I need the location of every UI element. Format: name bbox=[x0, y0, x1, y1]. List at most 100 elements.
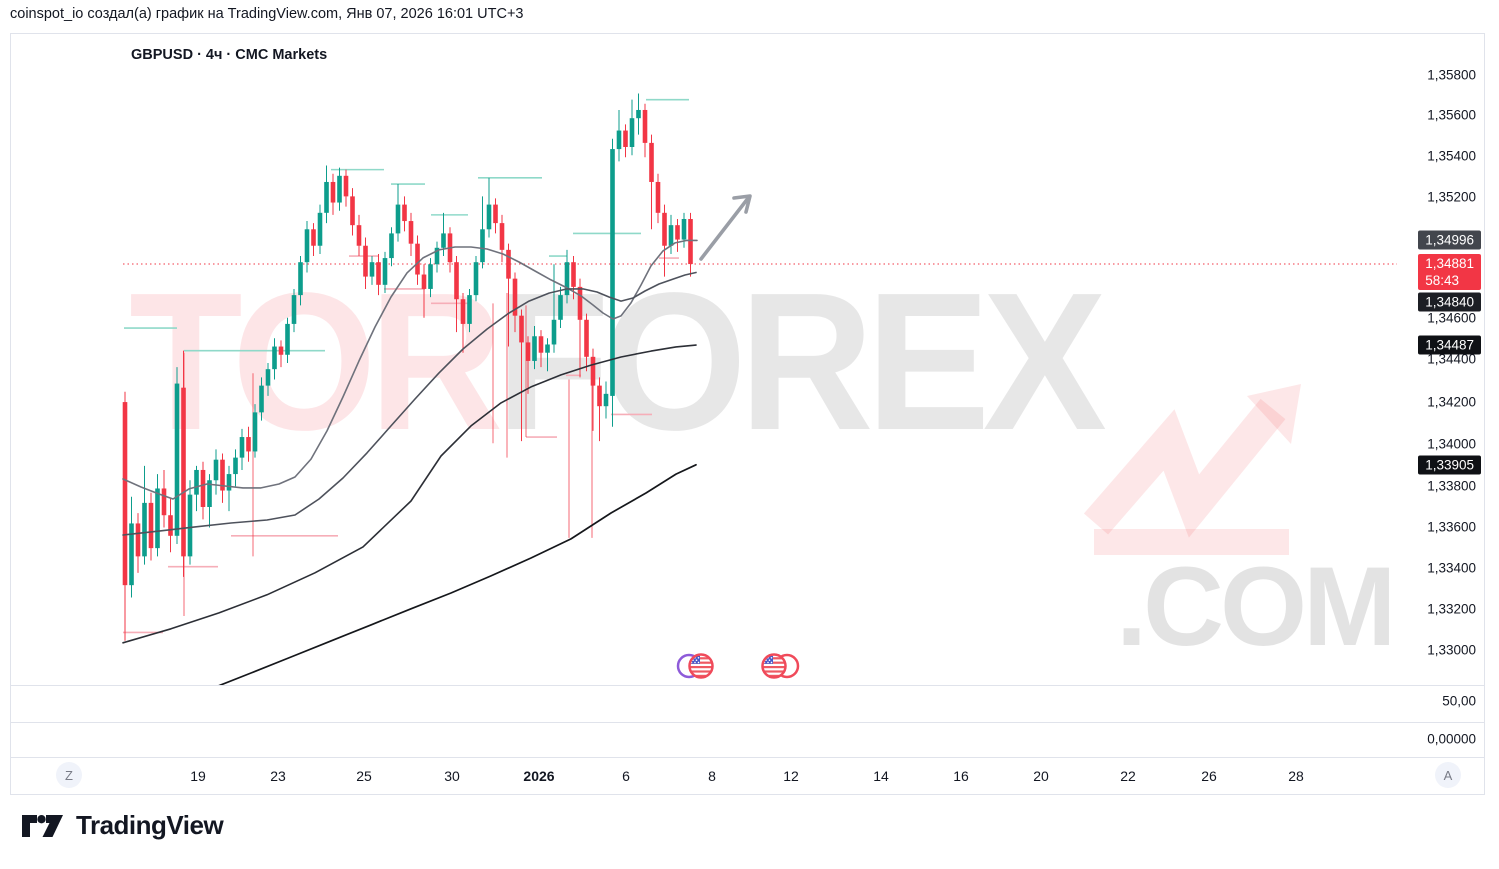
price-tick[interactable]: 1,34000 bbox=[1427, 436, 1476, 452]
candle-body bbox=[187, 494, 193, 557]
ma-100-value-badge[interactable]: 1,34487 bbox=[1418, 335, 1481, 355]
price-tick[interactable]: 1,34600 bbox=[1427, 310, 1476, 326]
candle-body bbox=[480, 229, 485, 263]
candle-body bbox=[460, 299, 466, 324]
candle-body bbox=[174, 383, 180, 536]
candle-body bbox=[259, 385, 264, 413]
candle-body bbox=[590, 356, 596, 386]
candle-body bbox=[363, 245, 368, 277]
price-tick[interactable]: 1,33400 bbox=[1427, 560, 1476, 576]
price-tick[interactable]: 1,34400 bbox=[1427, 351, 1476, 367]
candle-body bbox=[194, 469, 199, 495]
price-tick[interactable]: 1,33200 bbox=[1427, 601, 1476, 617]
pane-separator[interactable] bbox=[11, 722, 1484, 723]
candle-body bbox=[636, 109, 641, 119]
candle-body bbox=[395, 204, 401, 234]
price-axis[interactable]: 1,35800 1,35600 1,35400 1,35200 1,34600 1,344… bbox=[1398, 34, 1484, 758]
candle-body bbox=[376, 262, 381, 285]
candle-body bbox=[382, 258, 388, 285]
candle-body bbox=[454, 262, 459, 300]
time-tick[interactable]: 14 bbox=[873, 768, 889, 784]
ma-100[interactable] bbox=[122, 344, 697, 644]
candle-body bbox=[486, 204, 492, 230]
candle-body bbox=[545, 344, 550, 353]
attribution-header: coinspot_io создал(а) график на TradingV… bbox=[10, 6, 524, 22]
ma-slow-value-badge[interactable]: 1,34840 bbox=[1418, 292, 1481, 312]
price-tick[interactable]: 1,33000 bbox=[1427, 642, 1476, 658]
candle-body bbox=[148, 502, 154, 549]
watermark-suffix: .COM bbox=[1116, 544, 1396, 669]
pane-separator[interactable] bbox=[11, 685, 1484, 686]
watermark-text: TORFOREX bbox=[129, 264, 1107, 460]
time-tick[interactable]: 30 bbox=[444, 768, 460, 784]
candle-body bbox=[597, 385, 602, 407]
candle-body bbox=[558, 295, 563, 320]
candle-body bbox=[402, 204, 407, 222]
price-tick[interactable]: 0,00000 bbox=[1427, 731, 1476, 747]
candle-body bbox=[252, 412, 258, 452]
candle-body bbox=[642, 109, 648, 143]
last-price-badge[interactable]: 1,34881 58:43 bbox=[1418, 254, 1481, 291]
time-tick[interactable]: 19 bbox=[190, 768, 206, 784]
price-tick[interactable]: 1,35800 bbox=[1427, 67, 1476, 83]
price-pane[interactable] bbox=[122, 93, 1397, 701]
candle-body bbox=[155, 488, 160, 549]
candle-body bbox=[317, 212, 323, 246]
price-tick[interactable]: 1,35400 bbox=[1427, 148, 1476, 164]
trend-arrow[interactable] bbox=[699, 194, 752, 261]
time-tick[interactable]: 20 bbox=[1033, 768, 1049, 784]
candle-body bbox=[278, 346, 284, 355]
candle-body bbox=[298, 262, 303, 296]
candle-body bbox=[668, 225, 674, 246]
price-tick[interactable]: 50,00 bbox=[1442, 693, 1476, 709]
candle-body bbox=[415, 243, 420, 275]
candle-body bbox=[389, 233, 394, 259]
timezone-badge[interactable]: Z bbox=[56, 762, 82, 788]
ma-slow[interactable] bbox=[122, 271, 697, 536]
chart-card: TORFOREX .COM bbox=[10, 33, 1485, 795]
price-tick[interactable]: 1,35600 bbox=[1427, 107, 1476, 123]
candle-body bbox=[493, 204, 498, 224]
price-tick[interactable]: 1,35200 bbox=[1427, 189, 1476, 205]
candles[interactable] bbox=[122, 93, 693, 641]
time-tick[interactable]: 12 bbox=[783, 768, 799, 784]
candle-body bbox=[408, 221, 414, 244]
time-tick[interactable]: 16 bbox=[953, 768, 969, 784]
candle-body bbox=[538, 336, 544, 353]
time-axis[interactable]: Z A 19 23 25 30 2026 6 8 12 14 16 20 22 26 28 bbox=[11, 758, 1484, 794]
candle-body bbox=[343, 175, 349, 197]
candle-body bbox=[525, 342, 531, 361]
time-tick[interactable]: 22 bbox=[1120, 768, 1136, 784]
tradingview-logo[interactable]: TradingView bbox=[20, 810, 224, 841]
candle-body bbox=[467, 295, 472, 324]
time-tick[interactable]: 2026 bbox=[523, 768, 555, 784]
time-tick[interactable]: 23 bbox=[270, 768, 286, 784]
candle-body bbox=[655, 181, 661, 213]
ma-200-value-badge[interactable]: 1,33905 bbox=[1418, 455, 1481, 475]
candle-body bbox=[330, 181, 336, 203]
candle-body bbox=[662, 212, 667, 246]
candle-body bbox=[337, 175, 342, 203]
candle-body bbox=[142, 502, 147, 557]
chart-canvas[interactable] bbox=[11, 34, 1484, 794]
ma-200[interactable] bbox=[171, 463, 697, 701]
ma-fast-value-badge[interactable]: 1,34996 bbox=[1418, 230, 1481, 250]
time-tick[interactable]: 26 bbox=[1201, 768, 1217, 784]
watermark-part2: FOREX bbox=[495, 252, 1107, 471]
candle-body bbox=[564, 262, 570, 296]
price-tick[interactable]: 1,34200 bbox=[1427, 394, 1476, 410]
candle-body bbox=[272, 346, 277, 370]
time-tick[interactable]: 6 bbox=[622, 768, 630, 784]
candle-body bbox=[220, 459, 225, 491]
price-tick[interactable]: 1,33800 bbox=[1427, 478, 1476, 494]
time-tick[interactable]: 25 bbox=[356, 768, 372, 784]
candle-body bbox=[577, 286, 583, 320]
time-tick[interactable]: 8 bbox=[708, 768, 716, 784]
candle-body bbox=[623, 130, 628, 147]
time-tick[interactable]: 28 bbox=[1288, 768, 1304, 784]
candle-body bbox=[616, 130, 622, 150]
auto-scale-badge[interactable]: A bbox=[1435, 762, 1461, 788]
price-tick[interactable]: 1,33600 bbox=[1427, 519, 1476, 535]
ma-fast[interactable] bbox=[122, 239, 698, 500]
